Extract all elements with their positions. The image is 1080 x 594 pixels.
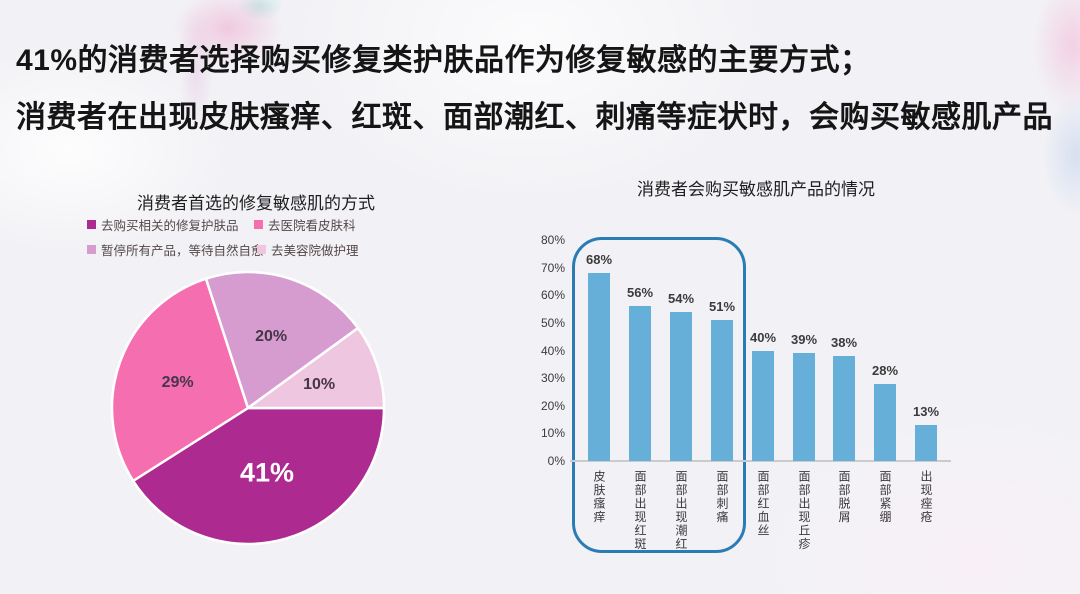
legend-swatch-icon: [254, 220, 263, 229]
bar-出现痤疮: [915, 425, 937, 461]
bar-chart-title: 消费者会购买敏感肌产品的情况: [637, 180, 875, 199]
bar-value-label: 28%: [871, 362, 899, 378]
bar-value-label: 68%: [585, 252, 613, 268]
legend-swatch-icon: [257, 245, 266, 254]
pie-slice-value-label: 41%: [239, 457, 294, 488]
bar-面部出现潮红: [670, 312, 692, 461]
y-axis-tick-label: 40%: [540, 343, 565, 358]
bar-category-label: 面部出现潮红: [674, 470, 688, 551]
bar-面部出现丘疹: [793, 353, 815, 461]
slide-title-line2: 消费者在出现皮肤瘙痒、红斑、面部潮红、刺痛等症状时，会购买敏感肌产品: [16, 101, 1053, 134]
y-axis-tick-label: 10%: [540, 426, 565, 441]
legend-item-label: 暂停所有产品，等待自然自愈: [101, 244, 264, 258]
legend-item: 去购买相关的修复护肤品: [87, 215, 239, 234]
pie-slice-29%: [110, 277, 250, 483]
pie-slice-20%: [204, 270, 360, 410]
y-axis-tick-label: 50%: [540, 316, 565, 330]
bar-category-label: 面部紧绷: [878, 470, 892, 524]
legend-swatch-icon: [87, 220, 96, 229]
legend-item-label: 去美容院做护理: [271, 244, 359, 258]
bar-value-label: 13%: [912, 404, 940, 420]
bar-面部刺痛: [711, 320, 733, 461]
bar-category-label: 出现痤疮: [919, 470, 933, 524]
pie-chart-title: 消费者首选的修复敏感肌的方式: [137, 194, 375, 213]
y-axis-tick-label: 70%: [540, 260, 565, 275]
legend-item: 暂停所有产品，等待自然自愈: [87, 240, 264, 259]
bar-value-label: 38%: [830, 335, 858, 351]
legend-item-label: 去购买相关的修复护肤品: [101, 219, 239, 233]
bar-面部紧绷: [874, 383, 896, 461]
bar-category-label: 面部出现丘疹: [797, 470, 811, 551]
bar-面部脱屑: [833, 356, 855, 461]
y-axis-tick-label: 60%: [540, 288, 565, 303]
legend-item: 去美容院做护理: [257, 240, 359, 259]
bar-value-label: 40%: [749, 329, 777, 345]
y-axis-tick-label: 80%: [540, 233, 565, 248]
legend-item: 去医院看皮肤科: [254, 215, 356, 234]
y-axis-tick-label: 30%: [540, 371, 565, 386]
pie-slice-value-label: 10%: [303, 375, 336, 393]
bar-皮肤瘙痒: [588, 273, 610, 461]
bar-category-label: 面部脱屑: [837, 470, 851, 524]
bar-category-label: 面部出现红斑: [633, 470, 647, 551]
y-axis-tick-label: 0%: [547, 454, 565, 468]
pie-chart: [110, 270, 386, 546]
slide-title-line1: 41%的消费者选择购买修复类护肤品作为修复敏感的主要方式；: [16, 44, 871, 77]
bar-value-label: 56%: [626, 285, 654, 301]
pie-slice-value-label: 20%: [255, 327, 288, 345]
bar-面部出现红斑: [629, 306, 651, 461]
bar-面部红血丝: [752, 350, 774, 461]
bar-category-label: 面部刺痛: [715, 470, 729, 524]
legend-swatch-icon: [87, 245, 96, 254]
bar-category-label: 皮肤瘙痒: [592, 470, 606, 524]
bar-value-label: 39%: [790, 332, 818, 348]
bar-category-label: 面部红血丝: [756, 470, 770, 538]
pie-slice-value-label: 29%: [161, 373, 194, 391]
pie-slice-10%: [246, 326, 386, 410]
y-axis-tick-label: 20%: [540, 398, 565, 413]
bar-value-label: 51%: [708, 299, 736, 315]
legend-item-label: 去医院看皮肤科: [268, 219, 356, 233]
bar-value-label: 54%: [667, 291, 695, 306]
highlight-box: [572, 237, 746, 553]
